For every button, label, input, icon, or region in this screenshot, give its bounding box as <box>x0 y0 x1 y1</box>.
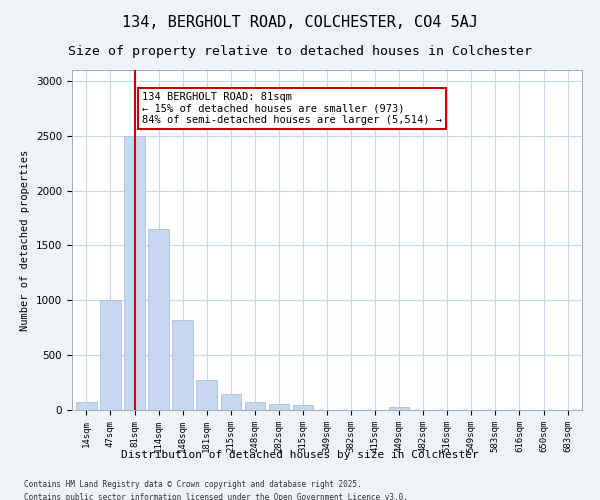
Bar <box>293 405 313 410</box>
Bar <box>148 229 169 410</box>
Text: Distribution of detached houses by size in Colchester: Distribution of detached houses by size … <box>121 450 479 460</box>
Text: Contains public sector information licensed under the Open Government Licence v3: Contains public sector information licen… <box>24 492 408 500</box>
Bar <box>100 300 121 410</box>
Text: Size of property relative to detached houses in Colchester: Size of property relative to detached ho… <box>68 45 532 58</box>
Text: Contains HM Land Registry data © Crown copyright and database right 2025.: Contains HM Land Registry data © Crown c… <box>24 480 362 489</box>
Bar <box>269 404 289 410</box>
Bar <box>221 394 241 410</box>
Bar <box>124 136 145 410</box>
Bar <box>172 320 193 410</box>
Bar <box>76 402 97 410</box>
Y-axis label: Number of detached properties: Number of detached properties <box>20 150 31 330</box>
Bar <box>245 402 265 410</box>
Text: 134, BERGHOLT ROAD, COLCHESTER, CO4 5AJ: 134, BERGHOLT ROAD, COLCHESTER, CO4 5AJ <box>122 15 478 30</box>
Text: 134 BERGHOLT ROAD: 81sqm
← 15% of detached houses are smaller (973)
84% of semi-: 134 BERGHOLT ROAD: 81sqm ← 15% of detach… <box>142 92 442 125</box>
Bar <box>389 406 409 410</box>
Bar <box>196 380 217 410</box>
